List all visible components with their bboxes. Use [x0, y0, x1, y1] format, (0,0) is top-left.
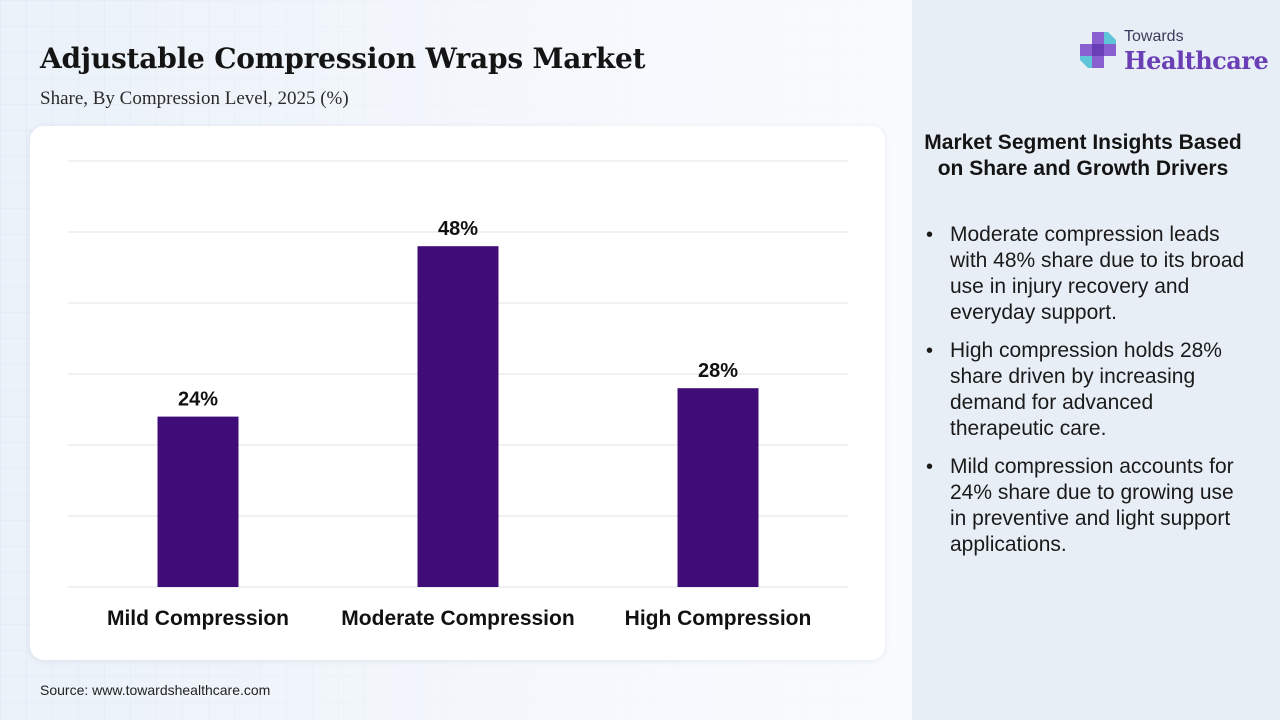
page-subtitle: Share, By Compression Level, 2025 (%) — [40, 88, 349, 109]
insight-item: Mild compression accounts for 24% share … — [924, 454, 1254, 558]
insights-title: Market Segment Insights Based on Share a… — [924, 131, 1242, 180]
insight-item: Moderate compression leads with 48% shar… — [924, 222, 1254, 326]
brand-logo[interactable]: Towards Healthcare — [1078, 26, 1269, 78]
chart-card: 24% Mild Compression 48% Moderate Compressi… — [30, 126, 885, 660]
bar — [417, 246, 499, 587]
data-label: 28% — [698, 360, 738, 382]
bar-chart: 24% Mild Compression 48% Moderate Compressi… — [68, 160, 848, 630]
source-note: Source: www.towardshealthcare.com — [40, 682, 271, 698]
logo-text-bottom: Healthcare — [1124, 46, 1269, 75]
data-label: 48% — [438, 218, 478, 240]
x-tick-label: High Compression — [625, 607, 812, 630]
x-tick-label: Mild Compression — [107, 607, 289, 630]
bar — [677, 388, 759, 587]
medical-cross-icon — [1080, 32, 1116, 68]
insights-list: Moderate compression leads with 48% shar… — [924, 222, 1254, 570]
logo-text-top: Towards — [1124, 28, 1184, 45]
insight-item: High compression holds 28% share driven … — [924, 338, 1254, 442]
bar — [157, 416, 239, 587]
page-title: Adjustable Compression Wraps Market — [40, 42, 646, 75]
x-tick-label: Moderate Compression — [341, 607, 574, 630]
data-label: 24% — [178, 389, 218, 411]
